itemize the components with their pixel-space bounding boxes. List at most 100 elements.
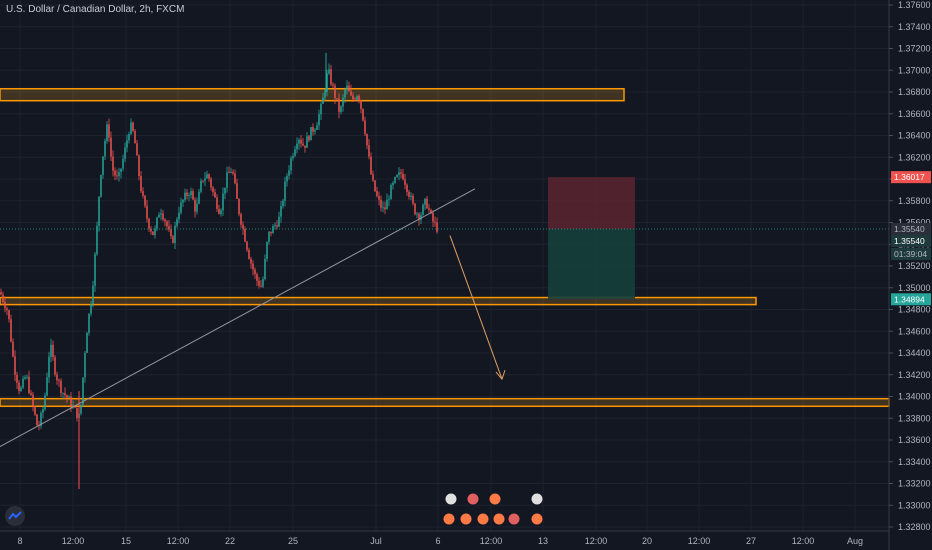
candle-body xyxy=(70,396,72,408)
symbol-title: U.S. Dollar / Canadian Dollar, 2h, FXCM xyxy=(6,4,185,15)
price-tag-text: 1.35540 xyxy=(894,224,925,234)
economic-event-flag-icon[interactable] xyxy=(442,512,456,526)
candle-body xyxy=(412,195,414,204)
time-axis[interactable]: 8 12:00 15 12:00 22 25 Jul 6 12:00 13 12:00 20 12:00… xyxy=(17,536,863,546)
candle-body xyxy=(262,279,264,287)
candle-body xyxy=(110,137,112,157)
candle-body xyxy=(16,374,18,383)
price-axis[interactable]: 1.37600 1.37400 1.37200 1.37000 1.36800 1.366… xyxy=(889,0,931,532)
take-profit-zone[interactable] xyxy=(548,229,635,300)
candle-body xyxy=(416,213,418,215)
candle-body xyxy=(172,236,174,243)
short-position-tool[interactable] xyxy=(548,177,635,300)
candle-body xyxy=(246,241,248,250)
candle-body xyxy=(310,126,312,141)
economic-event-flag-icon[interactable] xyxy=(466,492,480,506)
candle-body xyxy=(224,187,226,194)
tradingview-logo-icon[interactable] xyxy=(5,506,25,526)
price-tick-label: 1.32800 xyxy=(898,522,931,532)
candle-body xyxy=(402,173,404,180)
candle-body xyxy=(24,377,26,379)
candle-body xyxy=(188,195,190,196)
candle-body xyxy=(136,143,138,156)
price-tag-text: 1.35540 xyxy=(894,236,925,246)
candle-body xyxy=(346,85,348,90)
candle-body xyxy=(112,156,114,171)
economic-event-flag-icon[interactable] xyxy=(530,492,544,506)
price-tick-label: 1.37400 xyxy=(898,22,931,32)
candle-body xyxy=(234,173,236,184)
event-markers[interactable] xyxy=(442,492,544,526)
economic-event-flag-icon[interactable] xyxy=(507,512,521,526)
candle-body xyxy=(14,356,16,375)
candle-body xyxy=(286,175,288,182)
candle-body xyxy=(238,198,240,215)
candle-body xyxy=(428,208,430,210)
economic-event-flag-icon[interactable] xyxy=(492,512,506,526)
economic-event-flag-icon[interactable] xyxy=(476,512,490,526)
projection-arrow[interactable] xyxy=(449,235,503,380)
candle-body xyxy=(138,155,140,177)
candle-body xyxy=(204,178,206,181)
drawings[interactable] xyxy=(0,188,889,447)
stop-loss-zone[interactable] xyxy=(548,177,635,230)
candle-body xyxy=(422,204,424,215)
candle-body xyxy=(130,122,132,135)
candle-body xyxy=(418,213,420,220)
candle-body xyxy=(306,136,308,148)
candle-body xyxy=(186,192,188,196)
candle-body xyxy=(324,91,326,98)
candle-body xyxy=(58,380,60,382)
candle-body xyxy=(322,97,324,104)
candle-body xyxy=(222,193,224,211)
economic-event-flag-icon[interactable] xyxy=(444,492,458,506)
candle-body xyxy=(184,192,186,200)
candle-body xyxy=(182,199,184,203)
candle-body xyxy=(92,285,94,305)
candle-body xyxy=(420,214,422,220)
candle-body xyxy=(308,136,310,141)
candle-body xyxy=(48,356,50,378)
candle-body xyxy=(88,313,90,333)
time-tick-label: Jul xyxy=(370,536,382,546)
candle-body xyxy=(214,192,216,198)
horizontal-zones[interactable] xyxy=(0,87,890,408)
candle-body xyxy=(340,106,342,112)
time-tick-label: 12:00 xyxy=(167,536,190,546)
price-tag-current xyxy=(891,223,931,236)
candle-body xyxy=(84,352,86,378)
candle-body xyxy=(358,95,360,101)
zone-resistance[interactable] xyxy=(0,87,625,102)
trendline[interactable] xyxy=(0,188,476,447)
candle-body xyxy=(232,171,234,174)
price-tag-text: 1.36017 xyxy=(894,172,925,182)
price-tick-label: 1.34800 xyxy=(898,305,931,315)
candle-body xyxy=(338,98,340,112)
candle-body xyxy=(2,294,4,302)
candle-body xyxy=(152,231,154,236)
price-tick-label: 1.34400 xyxy=(898,348,931,358)
zone-support-low[interactable] xyxy=(0,397,890,408)
time-tick-label: 12:00 xyxy=(792,536,815,546)
candle-body xyxy=(104,140,106,157)
candle-body xyxy=(298,139,300,144)
candle-body xyxy=(360,100,362,109)
candle-body xyxy=(304,145,306,148)
candle-body xyxy=(22,378,24,388)
candle-body xyxy=(122,158,124,169)
candle-body xyxy=(148,218,150,229)
zone-support-mid[interactable] xyxy=(0,296,757,306)
economic-event-flag-icon[interactable] xyxy=(530,512,544,526)
candle-body xyxy=(378,196,380,200)
candle-body xyxy=(398,172,400,175)
time-tick-label: 8 xyxy=(17,536,22,546)
economic-event-flag-icon[interactable] xyxy=(459,512,473,526)
price-tag-countdown xyxy=(891,248,931,261)
candle-body xyxy=(32,394,34,407)
candle-body xyxy=(124,147,126,159)
economic-event-flag-icon[interactable] xyxy=(488,492,502,506)
candle-body xyxy=(154,228,156,236)
candle-body xyxy=(376,191,378,197)
